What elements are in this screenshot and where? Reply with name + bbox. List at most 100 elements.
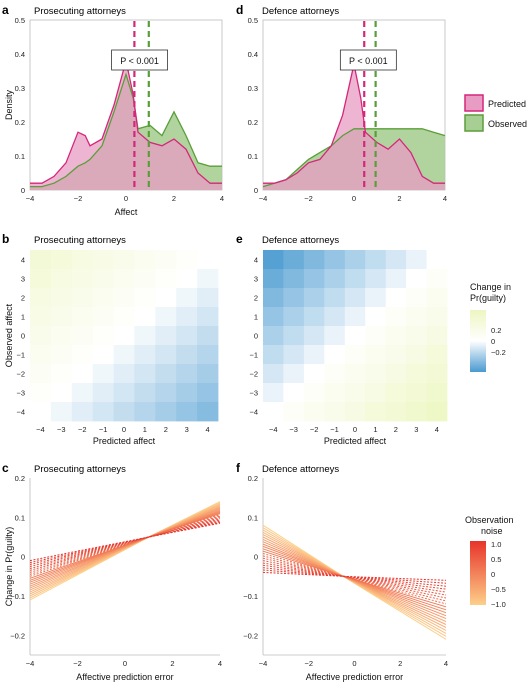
y-tick-label: 0.2	[15, 474, 25, 483]
heatmap-cell	[426, 402, 448, 422]
panel-letter-a: a	[2, 3, 9, 17]
heatmap-cell	[30, 288, 52, 308]
x-tick-label: −3	[289, 425, 298, 434]
heatmap-cell	[385, 288, 407, 308]
density-line-observed	[262, 128, 446, 188]
heatmap-cell	[365, 345, 386, 365]
heatmap-cell	[92, 269, 114, 289]
heatmap-cell	[365, 402, 386, 422]
x-tick-label: −2	[304, 194, 313, 203]
y-tick-label: 0.4	[248, 50, 258, 59]
heatmap-cell	[176, 307, 198, 327]
heatmap-cell	[385, 364, 407, 384]
heatmap-cell	[155, 345, 177, 365]
noise-legend-title-line2: noise	[481, 526, 503, 536]
heatmap-cell	[134, 383, 156, 403]
y-tick-label: 0.1	[15, 513, 25, 522]
heatmap-cell	[92, 307, 114, 327]
heatmap-cell	[71, 326, 94, 346]
x-tick-label: 2	[397, 194, 401, 203]
heatmap-cell	[113, 345, 135, 365]
heatmap-cell	[155, 250, 177, 270]
heatmap-cell	[50, 288, 73, 308]
y-tick-label: 0.5	[248, 16, 258, 25]
heatmap-cell	[113, 250, 135, 270]
heatmap-cell	[113, 326, 135, 346]
p-value-box	[111, 49, 168, 71]
heatmap-cell	[303, 288, 325, 308]
heatmap-cell	[344, 402, 366, 422]
heatmap-cell	[30, 326, 52, 346]
noise-colorbar: Observation noise 1.0 0.5 0 −0.5 −1.0	[465, 515, 514, 609]
heatmap-cell	[324, 402, 346, 422]
x-tick-label: −4	[259, 659, 268, 668]
heatmap-cell	[176, 364, 198, 384]
heatmap-cell	[50, 307, 73, 327]
noise-tick-2: 0.5	[491, 555, 501, 564]
density-chart-defence: 0 0.1 0.2 0.3 0.4 0.5 −4 −2 0 2 4 P < 0.001	[248, 16, 448, 203]
heatmap-cell	[365, 326, 386, 346]
heatmap-cell	[283, 345, 305, 365]
panel-title-f: Defence attorneys	[262, 464, 339, 475]
heatmap-cell	[365, 269, 386, 289]
y-tick-label: 1	[254, 313, 258, 322]
heatmap-cell	[406, 326, 427, 346]
heatmap-cell	[71, 364, 94, 384]
heatmap-cell	[134, 250, 156, 270]
y-axis-label: Change in Pr(guilty)	[4, 527, 14, 607]
y-tick-label: 0.3	[15, 84, 25, 93]
heatmap-cell	[197, 288, 219, 308]
heatmap-cell	[283, 288, 305, 308]
y-tick-label: 1	[21, 313, 25, 322]
y-tick-label: −3	[249, 389, 258, 398]
heatmap-cell	[263, 326, 284, 346]
heatmap-cell	[406, 269, 427, 289]
y-tick-label: −3	[16, 389, 25, 398]
heatmap-cell	[92, 326, 114, 346]
y-tick-label: 0	[254, 186, 258, 195]
panel-title-e: Defence attorneys	[262, 235, 339, 246]
heatmap-cell	[426, 288, 448, 308]
y-tick-label: 0	[21, 553, 25, 562]
y-tick-label: −2	[16, 370, 25, 379]
heatmap-cell	[197, 383, 219, 403]
y-tick-label: −1	[16, 351, 25, 360]
heatmap-cell	[50, 326, 73, 346]
heatmap-cell	[50, 364, 73, 384]
noise-legend-title-line1: Observation	[465, 515, 514, 525]
legend-swatch-predicted	[464, 94, 484, 112]
heatmap-cell	[263, 269, 284, 289]
heatmap-cell	[426, 383, 448, 403]
heatmap-cell	[303, 250, 325, 270]
y-tick-label: −0.2	[10, 631, 25, 640]
y-tick-label: 0.2	[248, 118, 258, 127]
heatmap-cell	[50, 269, 73, 289]
noise-line	[262, 571, 447, 581]
x-tick-label: 4	[218, 659, 222, 668]
heatmap-cell	[406, 364, 427, 384]
heatmap-cell	[303, 307, 325, 327]
heatmap-cell	[263, 250, 284, 270]
heatmap-cell	[71, 402, 94, 422]
heatmap-cell	[155, 326, 177, 346]
heatmap-colorbar: Change in Pr(guilty) 0.2 0 −0.2	[470, 282, 511, 372]
heatmap-cell	[92, 383, 114, 403]
heatmap-cell	[263, 288, 284, 308]
x-tick-label: −3	[57, 425, 66, 434]
heatmap-cell	[50, 402, 73, 422]
y-tick-label: 0.3	[248, 84, 258, 93]
x-tick-label: 3	[414, 425, 418, 434]
heatmap-cell	[344, 383, 366, 403]
heatmap-cell	[283, 307, 305, 327]
noise-tick-1: 1.0	[491, 540, 501, 549]
y-tick-label: 2	[21, 294, 25, 303]
heatmap-cell	[426, 250, 448, 270]
y-tick-label: 4	[21, 256, 25, 265]
heatmap-cell	[385, 383, 407, 403]
heatmap-cell	[30, 307, 52, 327]
heatmap-cell	[155, 383, 177, 403]
x-tick-label: 2	[170, 659, 174, 668]
x-tick-label: −4	[259, 194, 268, 203]
x-tick-label: −4	[36, 425, 45, 434]
